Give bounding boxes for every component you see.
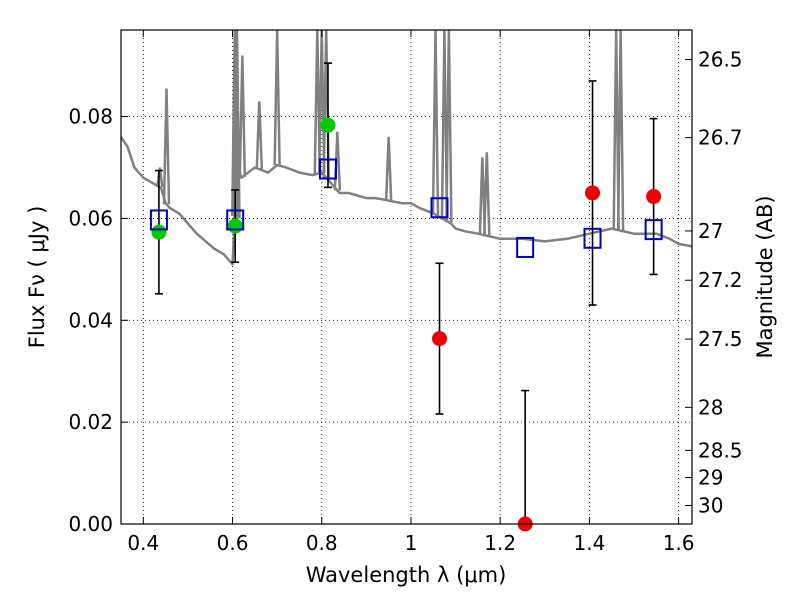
x-tick-label: 1.2	[484, 531, 516, 555]
y-axis-title: Flux Fν ( μJy )	[25, 206, 49, 349]
axis-ticks: 0.4 0.6 0.8 1 1.2 1.4 1.6 0.00 0.02 0.04 0.06 0.08 2…	[68, 30, 743, 555]
x-tick-label: 1.6	[663, 531, 695, 555]
mag-tick-label: 27.5	[698, 327, 743, 351]
x-tick-label: 1.4	[573, 531, 605, 555]
detected-point-marker	[151, 224, 167, 240]
emission-line	[238, 55, 247, 178]
model-square	[226, 209, 245, 231]
x-tick-label: 0.8	[306, 531, 338, 555]
lowsn-point-marker	[432, 331, 448, 347]
x-tick-label: 0.4	[127, 531, 159, 555]
lowsn-point-marker	[646, 189, 662, 205]
emission-line	[255, 101, 264, 170]
lowsn-point-marker	[585, 185, 601, 201]
emission-line	[384, 136, 393, 201]
model-square	[644, 219, 663, 241]
mag-tick-label: 26.5	[698, 48, 743, 72]
mag-tick-label: 26.7	[698, 126, 743, 150]
x-tick-label: 1	[405, 531, 418, 555]
plot-frame	[120, 29, 693, 525]
mag-tick-label: 28.5	[698, 438, 743, 462]
y-tick-label: 0.00	[68, 512, 113, 536]
y2-axis-title: Magnitude (AB)	[753, 195, 777, 358]
mag-tick-label: 27	[698, 219, 723, 243]
detected-point-marker	[227, 218, 243, 234]
emission-line	[483, 152, 491, 236]
model-square	[149, 209, 168, 231]
mag-tick-label: 27.2	[698, 268, 743, 292]
detected-point-marker	[320, 117, 336, 133]
x-axis-title: Wavelength λ (μm)	[306, 563, 507, 587]
model-square	[516, 236, 535, 258]
y-tick-label: 0.08	[68, 105, 113, 129]
model-square	[583, 227, 602, 249]
y-tick-label: 0.04	[68, 308, 113, 332]
x-tick-label: 0.6	[217, 531, 249, 555]
y-tick-label: 0.06	[68, 206, 113, 230]
y-tick-label: 0.02	[68, 410, 113, 434]
mag-tick-label: 30	[698, 494, 723, 518]
template-continuum	[119, 136, 693, 266]
emission-line	[162, 88, 171, 205]
mag-tick-label: 29	[698, 466, 723, 490]
model-square	[318, 158, 337, 180]
mag-tick-label: 28	[698, 395, 723, 419]
data-markers	[149, 117, 663, 532]
model-square	[430, 197, 449, 219]
